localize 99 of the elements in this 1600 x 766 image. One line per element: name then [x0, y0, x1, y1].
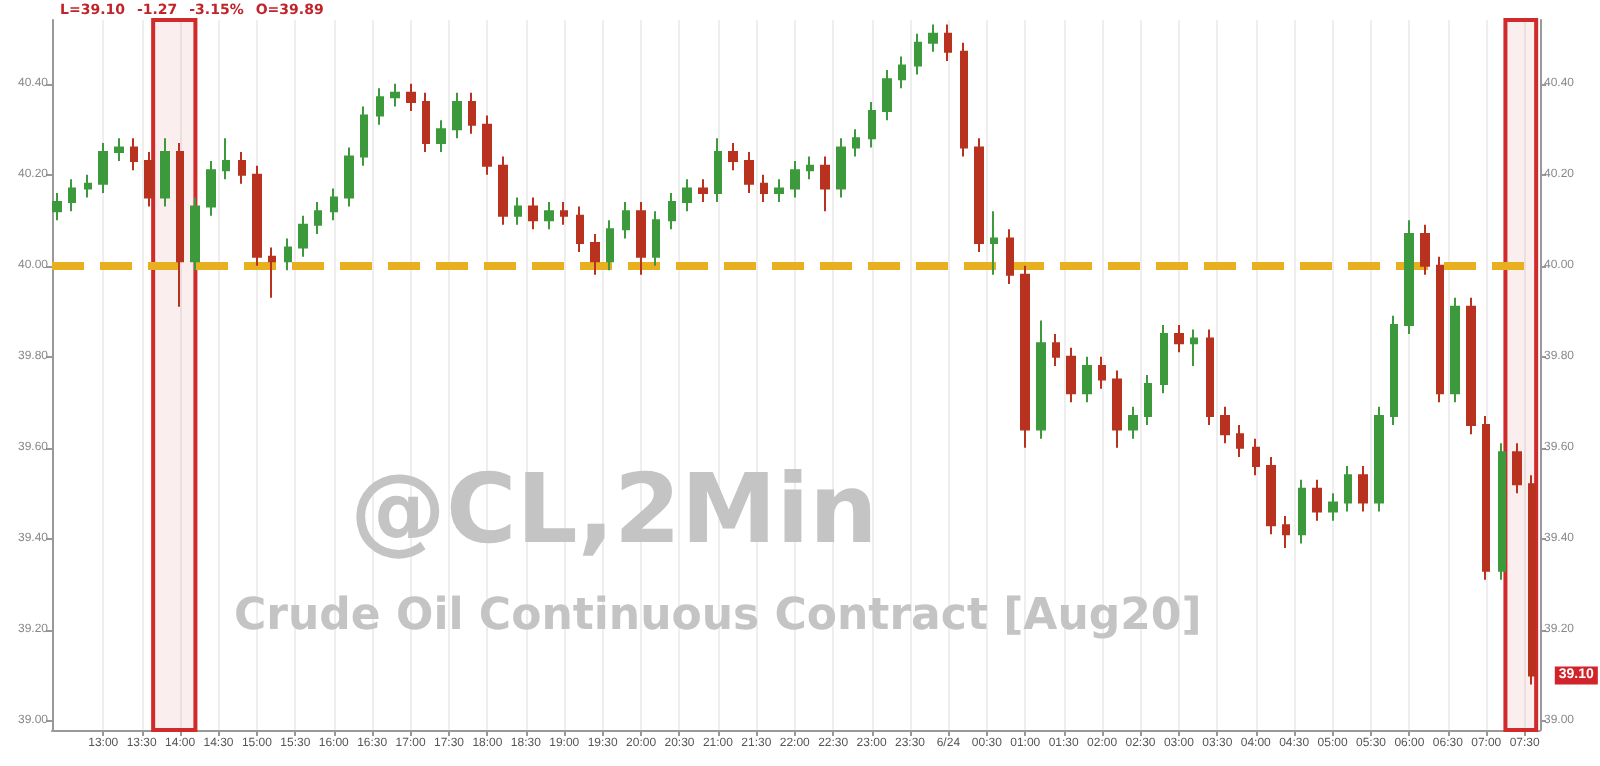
candlestick — [406, 82, 416, 113]
candlestick — [514, 196, 522, 226]
candlestick — [1266, 455, 1276, 536]
candlestick — [1174, 323, 1184, 354]
candlestick — [944, 23, 952, 62]
candlestick — [1160, 323, 1168, 395]
candlestick — [1282, 515, 1290, 549]
candlestick — [284, 237, 292, 272]
candlestick — [360, 105, 368, 167]
candlestick — [1236, 424, 1244, 458]
candlestick — [468, 91, 476, 135]
candlestick — [728, 141, 738, 172]
candlestick — [836, 137, 846, 199]
candlestick — [482, 114, 492, 176]
candlestick — [130, 137, 138, 172]
candlestick — [68, 178, 76, 213]
candlestick — [698, 178, 708, 204]
candlestick — [52, 191, 62, 222]
candlestick — [606, 219, 614, 272]
candlestick — [390, 82, 400, 108]
candlestick — [206, 160, 216, 217]
candlestick — [622, 201, 630, 240]
text: @CL,2Min — [350, 454, 878, 566]
candlestick — [1066, 346, 1076, 404]
candlestick — [882, 69, 892, 122]
candlestick — [898, 55, 906, 90]
candlestick — [98, 141, 108, 194]
candlestick — [422, 91, 430, 153]
candlestick — [974, 137, 984, 254]
candlestick — [252, 164, 262, 267]
candlestick — [344, 146, 354, 208]
candlestick — [176, 141, 184, 308]
candlestick — [160, 137, 170, 208]
candlestick — [1390, 314, 1398, 427]
candlestick — [1498, 442, 1506, 581]
candlestick — [1436, 255, 1444, 404]
candlestick — [298, 214, 308, 258]
candlestick — [1420, 223, 1430, 276]
candlestick — [1358, 465, 1368, 513]
candlestick — [1098, 355, 1106, 390]
candlestick — [314, 201, 322, 235]
candlestick — [238, 150, 246, 185]
candlestick — [1328, 492, 1338, 522]
candlestick — [852, 128, 860, 158]
candlestick — [760, 173, 768, 204]
candlestick — [868, 100, 876, 149]
candlestick — [790, 160, 800, 199]
candlestick — [744, 150, 754, 194]
candlestick — [590, 232, 600, 276]
candlestick — [84, 173, 92, 199]
candlestick — [452, 91, 462, 140]
candlestick — [1036, 319, 1046, 440]
candlestick — [960, 41, 968, 158]
candlestick — [1450, 296, 1460, 404]
candlestick — [560, 201, 568, 226]
candlestick — [1112, 369, 1122, 449]
candlestick — [544, 201, 554, 231]
candlestick — [990, 210, 998, 276]
candlestick — [1374, 405, 1384, 513]
candlestick — [1482, 414, 1490, 581]
candlestick — [1298, 478, 1306, 545]
candlestick — [1082, 355, 1092, 404]
candlestick — [114, 137, 124, 163]
candlestick — [1144, 374, 1152, 427]
candlestick — [576, 205, 584, 254]
candlestick — [714, 137, 722, 204]
candlestick — [1466, 296, 1476, 436]
candlestick — [1252, 437, 1260, 477]
candlestick — [774, 178, 784, 204]
candlestick — [682, 178, 692, 213]
candlestick — [222, 137, 230, 181]
candlestick — [928, 23, 938, 53]
candlestick — [636, 201, 646, 276]
candlestick — [268, 246, 276, 299]
candlestick — [1512, 442, 1522, 495]
candlestick — [436, 119, 446, 153]
candlestick — [1404, 219, 1414, 336]
text: Crude Oil Continuous Contract [Aug20] — [234, 591, 1202, 641]
candlestick — [668, 191, 676, 231]
candlestick — [1020, 264, 1030, 449]
candlestick — [1190, 328, 1198, 367]
candlestick — [1206, 328, 1214, 427]
candlestick — [1128, 405, 1138, 440]
candlestick — [528, 196, 538, 231]
candlestick — [820, 155, 830, 213]
candlestick — [498, 155, 508, 226]
candlestick — [1052, 333, 1060, 367]
candlestick — [914, 32, 922, 76]
candlestick — [806, 155, 814, 181]
candlestick — [330, 187, 338, 222]
candlestick — [1220, 405, 1230, 445]
candlestick — [1312, 478, 1322, 522]
candlestick — [1006, 228, 1014, 285]
candlestick — [1528, 474, 1536, 686]
candlestick — [190, 196, 200, 272]
candlestick — [376, 87, 384, 126]
candlestick — [652, 210, 660, 267]
candlestick — [1344, 465, 1352, 513]
candlestick — [144, 150, 154, 208]
